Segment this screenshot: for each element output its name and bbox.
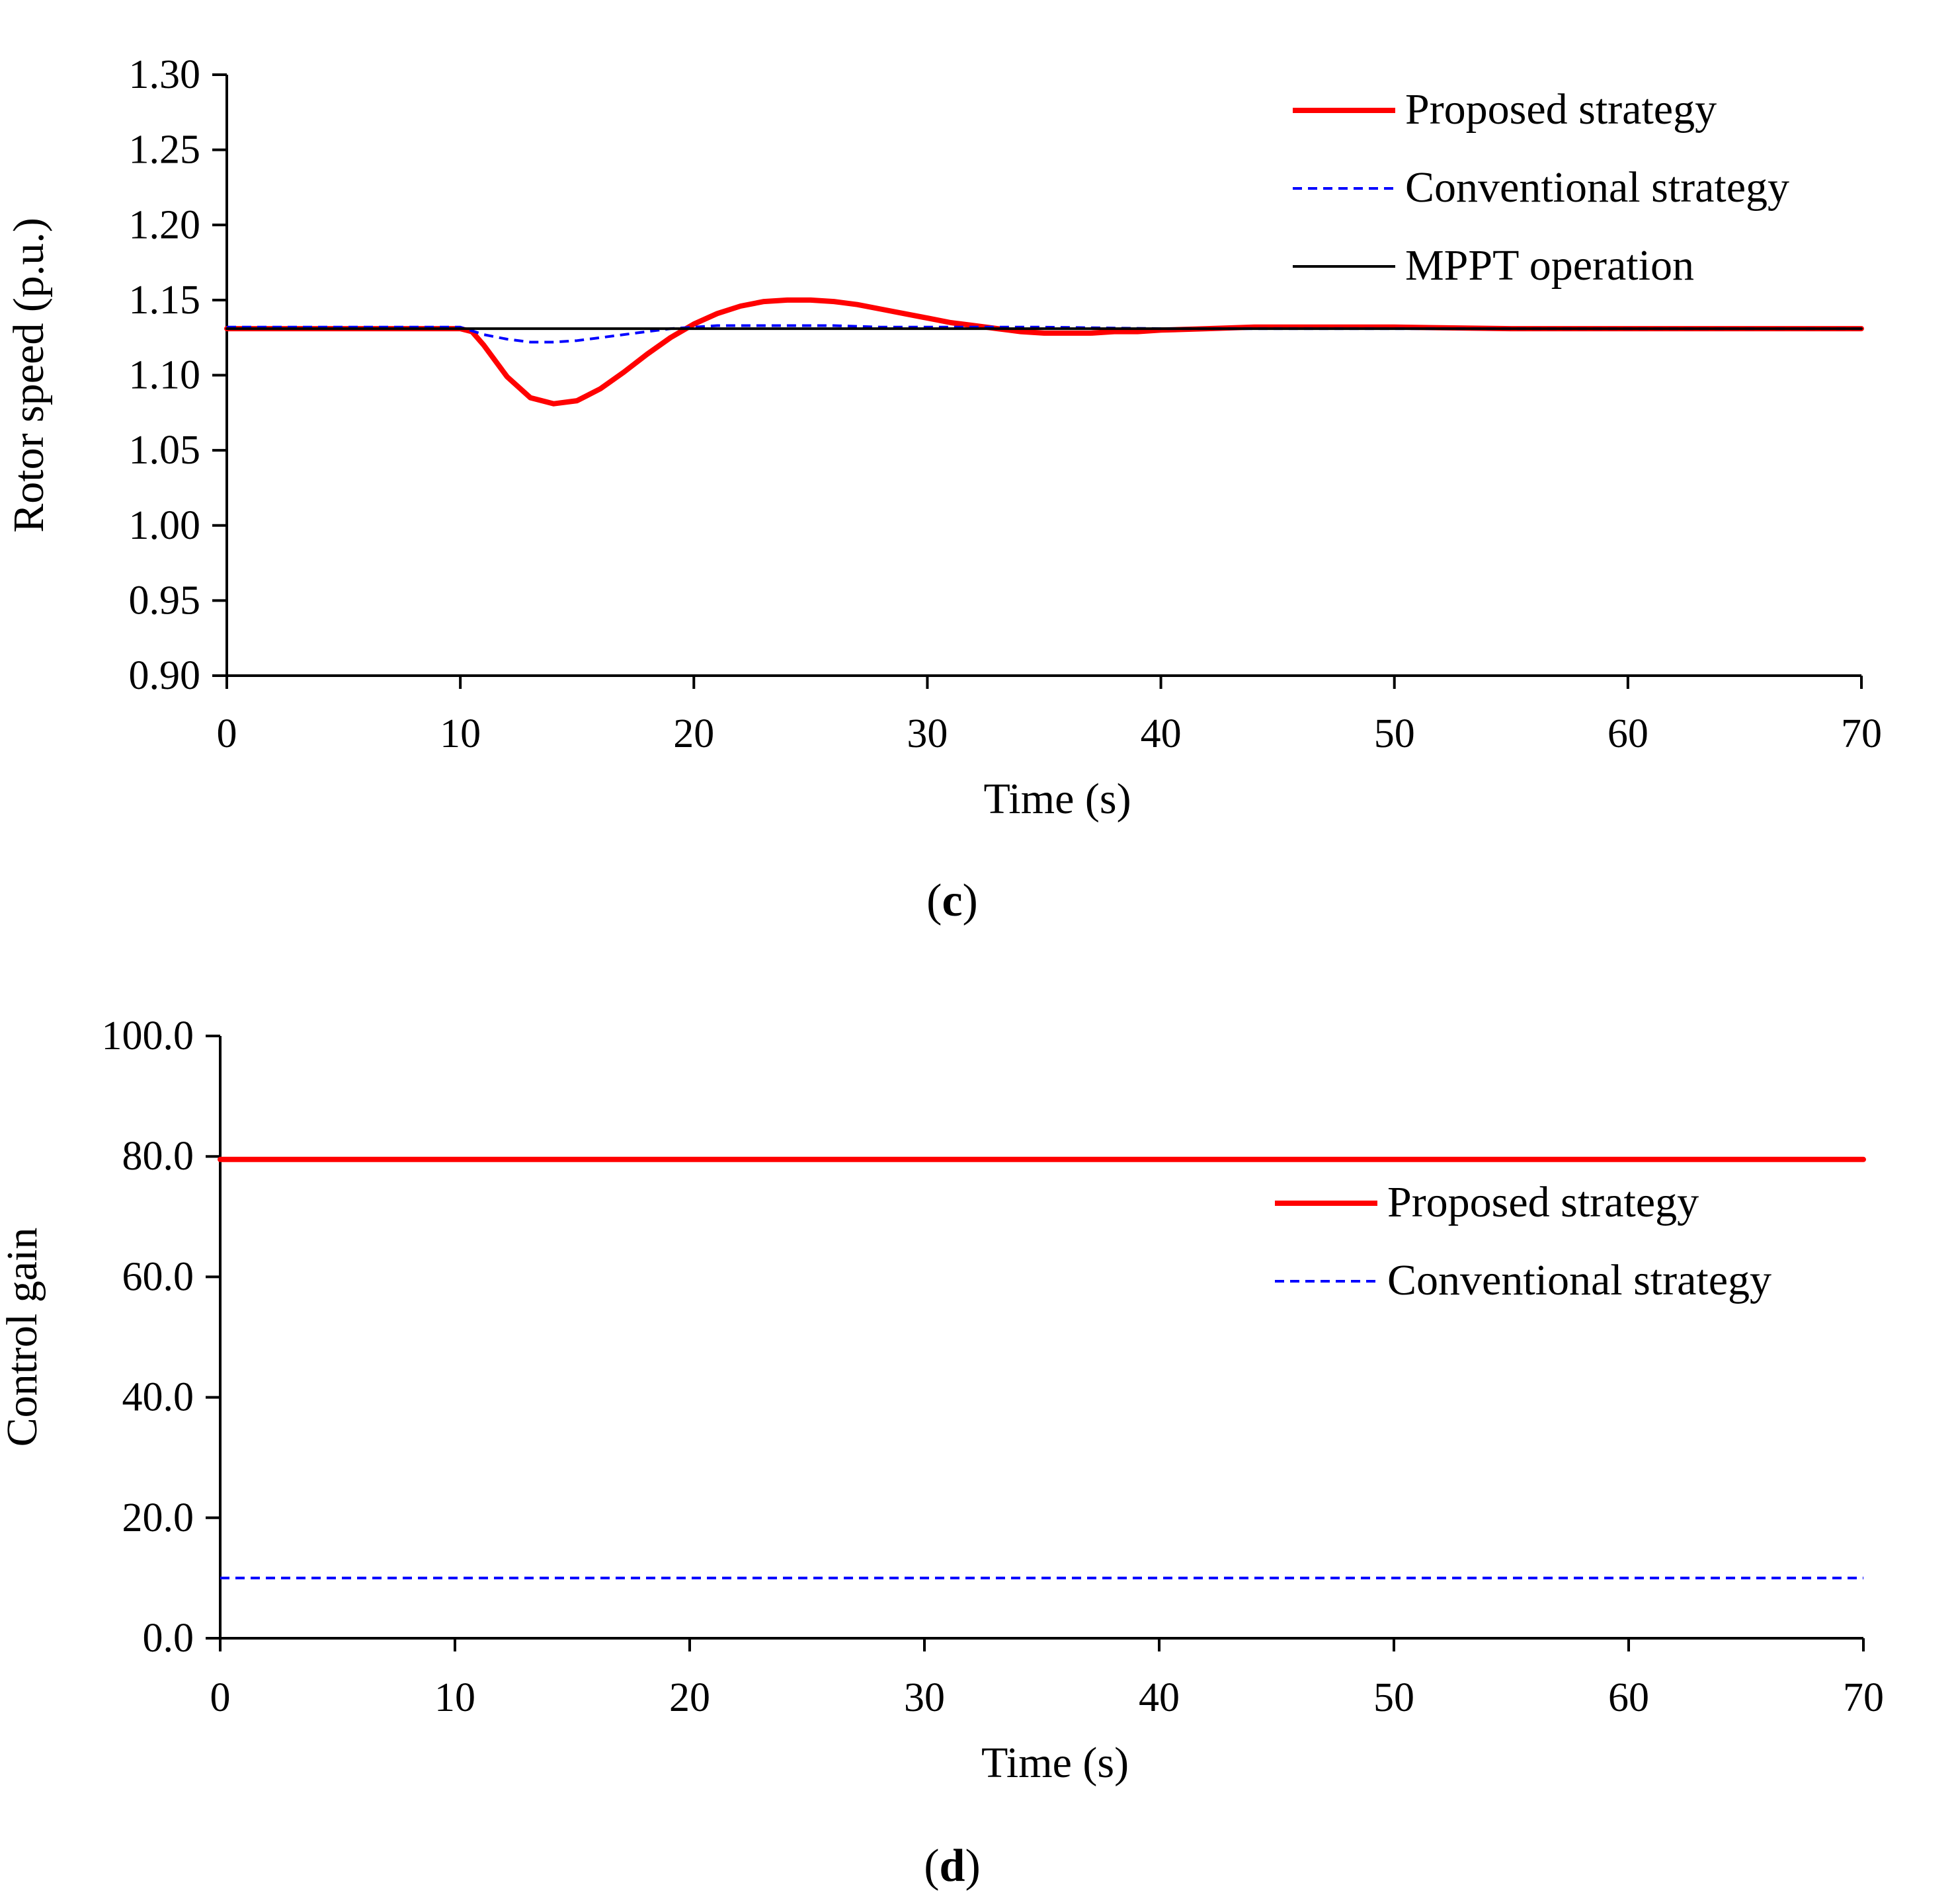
y-tick-label: 0.95 (129, 578, 201, 623)
caption-letter: c (942, 875, 962, 926)
legend: Proposed strategy Conventional strategy (1275, 1178, 1771, 1304)
legend-label: MPPT operation (1405, 241, 1694, 290)
x-tick-label: 70 (1841, 711, 1882, 756)
x-tick-label: 10 (440, 711, 481, 756)
y-tick-label: 1.20 (129, 202, 201, 247)
chart-c: 0.90 0.95 1.00 1.05 1.10 1.15 1.20 1.25 1.30 0 10 2… (5, 52, 1882, 926)
caption-letter: d (940, 1841, 965, 1891)
y-tick-label: 1.05 (129, 428, 201, 473)
x-tick-label: 0 (217, 711, 237, 756)
legend-label: Proposed strategy (1387, 1178, 1699, 1226)
x-tick-label: 30 (907, 711, 948, 756)
legend-label: Conventional strategy (1405, 163, 1789, 212)
x-tick-label: 20 (673, 711, 714, 756)
y-axis-label: Control gain (0, 1228, 46, 1447)
caption-open: ( (924, 1841, 939, 1891)
panel-caption: (d) (924, 1841, 981, 1891)
x-tick-label: 0 (210, 1675, 231, 1720)
caption-close: ) (963, 875, 978, 926)
x-axis-label: Time (s) (981, 1739, 1129, 1787)
x-tick-label: 40 (1139, 1675, 1180, 1720)
y-axis-label: Rotor speed (p.u.) (5, 218, 53, 533)
y-tick-label: 100.0 (102, 1013, 194, 1058)
y-tick-label: 0.0 (143, 1616, 194, 1661)
x-tick-label: 50 (1374, 711, 1415, 756)
chart-d: 0.0 20.0 40.0 60.0 80.0 100.0 0 10 20 30 40 50 60 70 T… (0, 1013, 1884, 1891)
y-tick-label: 1.15 (129, 278, 201, 323)
x-axis-label: Time (s) (983, 775, 1131, 823)
legend-label: Proposed strategy (1405, 85, 1717, 134)
x-tick-label: 50 (1373, 1675, 1414, 1720)
y-tick-label: 40.0 (122, 1375, 194, 1420)
y-tick-label: 1.30 (129, 52, 201, 97)
legend-label: Conventional strategy (1387, 1256, 1771, 1304)
y-tick-label: 1.00 (129, 503, 201, 548)
x-tick-label: 60 (1608, 711, 1649, 756)
y-tick-label: 0.90 (129, 653, 201, 698)
x-tick-label: 30 (904, 1675, 945, 1720)
x-tick-label: 40 (1141, 711, 1182, 756)
y-tick-label: 1.10 (129, 353, 201, 398)
x-tick-label: 70 (1843, 1675, 1884, 1720)
caption-close: ) (965, 1841, 980, 1891)
y-tick-label: 1.25 (129, 128, 201, 173)
x-tick-label: 10 (434, 1675, 475, 1720)
panel-caption: (c) (926, 875, 978, 926)
series-line-proposed-strategy (224, 297, 1864, 407)
y-tick-label: 20.0 (122, 1495, 194, 1540)
x-tick-label: 60 (1608, 1675, 1649, 1720)
y-tick-label: 60.0 (122, 1254, 194, 1299)
y-tick-label: 80.0 (122, 1134, 194, 1179)
caption-open: ( (926, 875, 942, 926)
legend: Proposed strategy Conventional strategy MP… (1293, 85, 1789, 290)
x-tick-label: 20 (669, 1675, 710, 1720)
